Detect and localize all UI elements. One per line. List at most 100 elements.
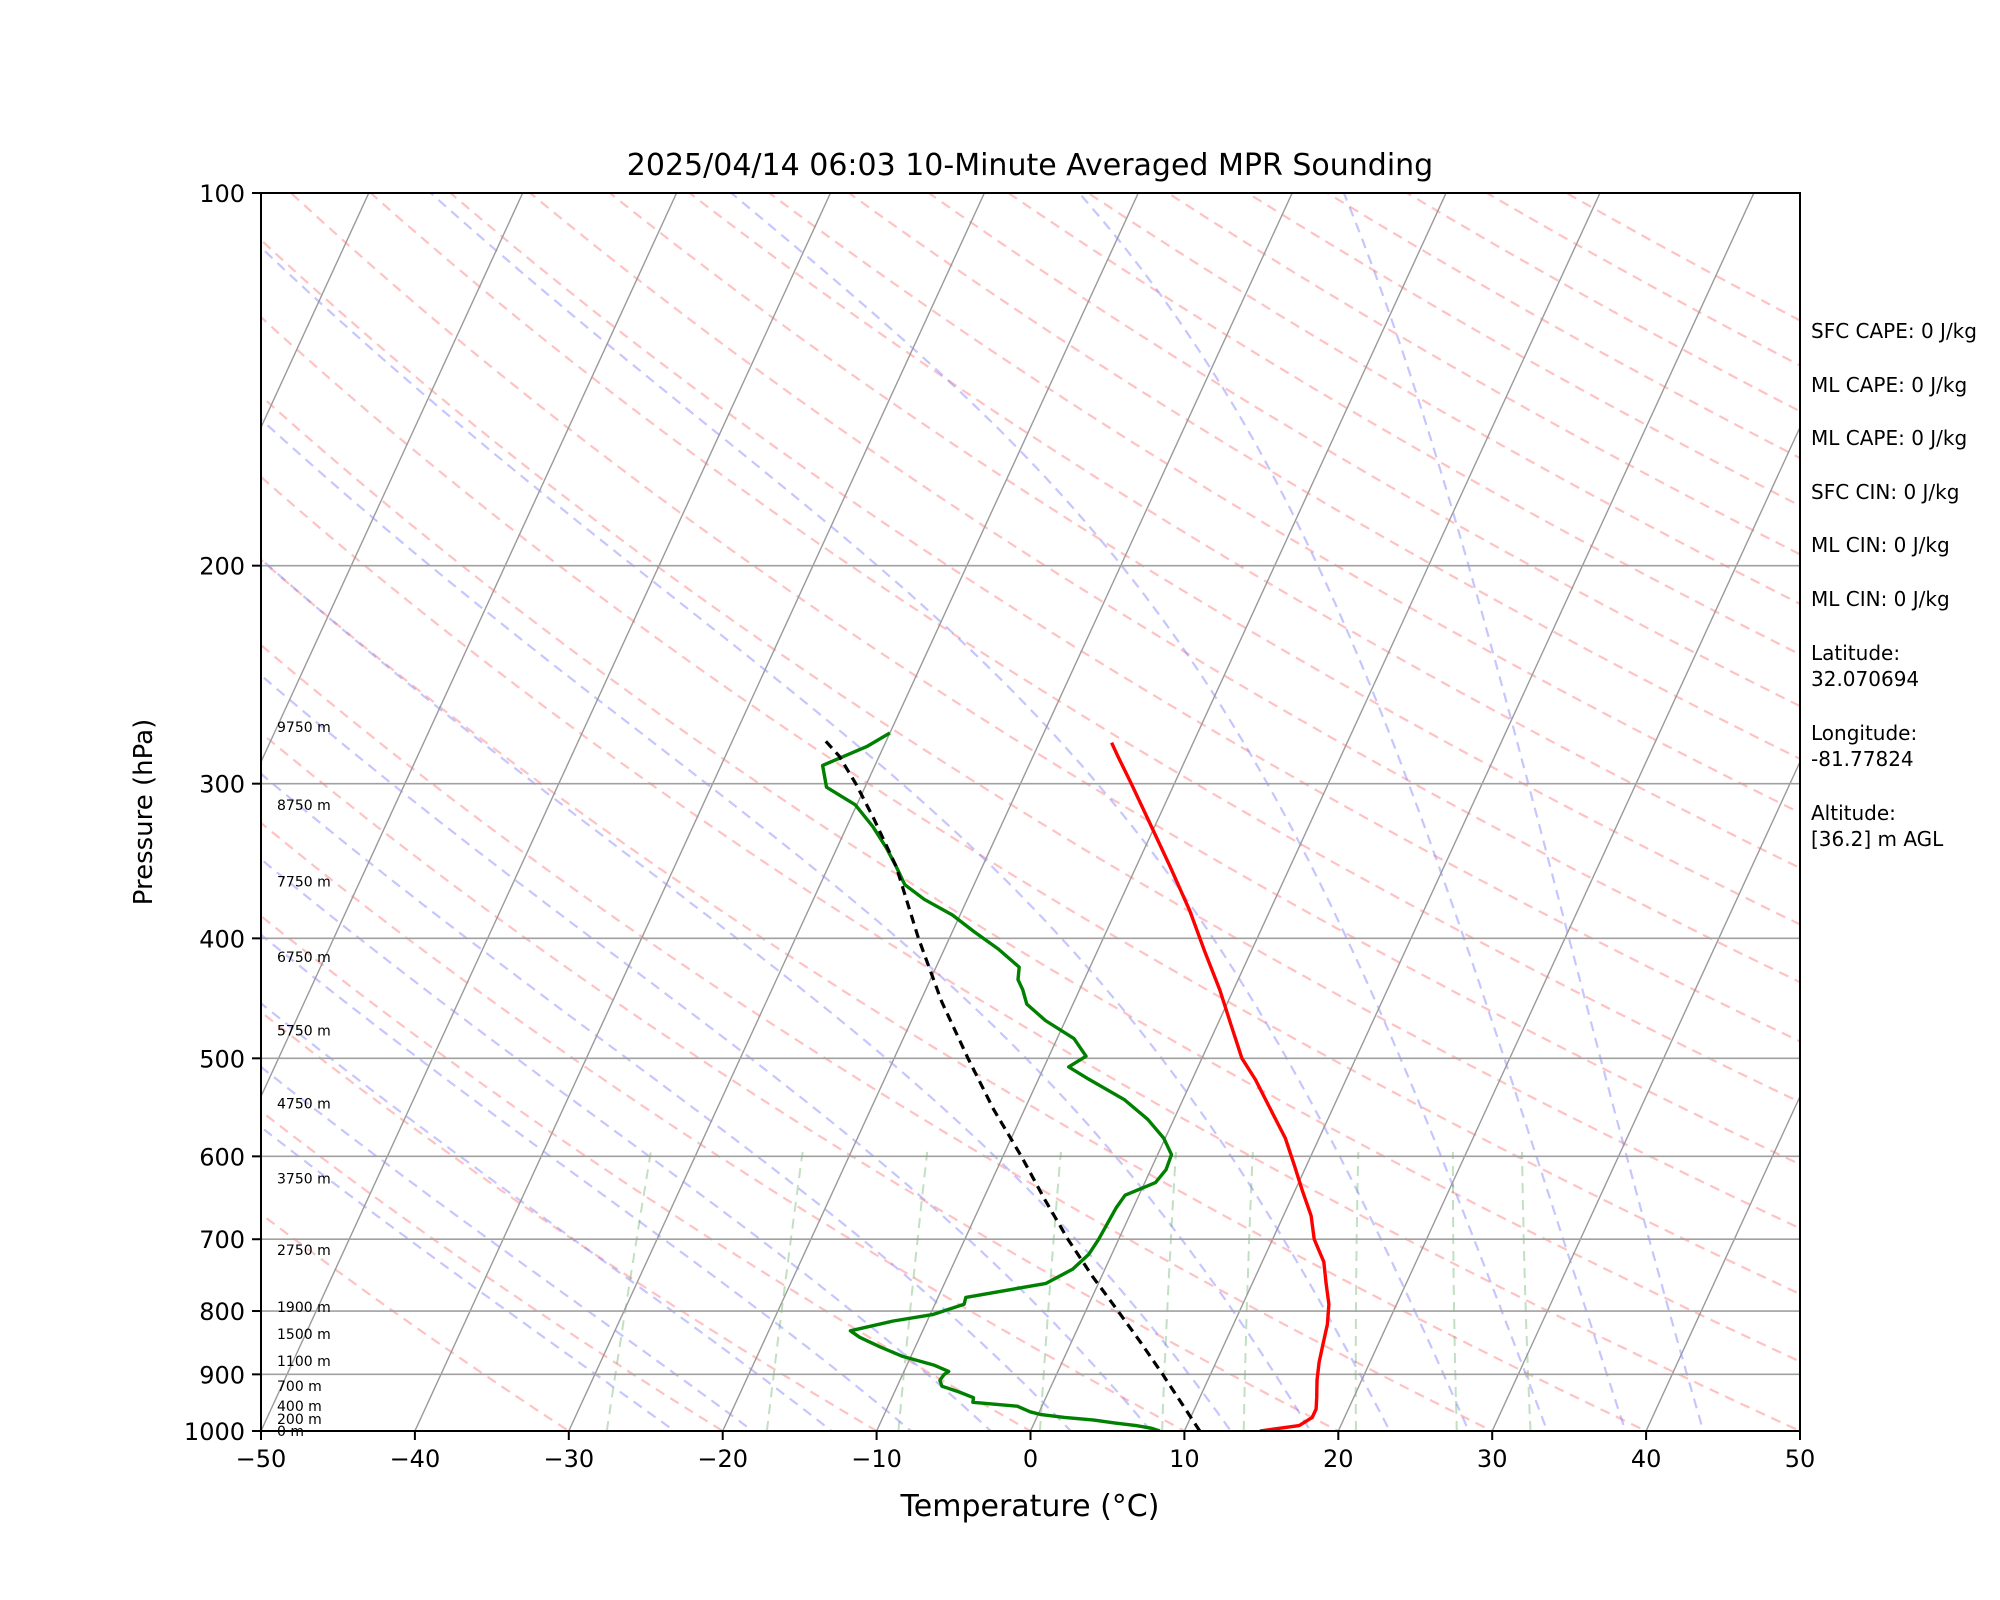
dry-adiabat-line [261,1212,571,1431]
moist-adiabat-line [261,772,1073,1431]
dry-adiabat-line [448,193,1800,1043]
y-tick-label: 1000 [184,1418,245,1446]
dry-adiabat-line [261,558,1649,1431]
y-tick-label: 400 [199,925,245,953]
isotherm-line [875,193,1447,1431]
moist-adiabat-line [730,193,1549,1431]
x-tick-label: 30 [1477,1445,1508,1473]
x-tick-label: 20 [1323,1445,1354,1473]
latitude-text: Latitude: 32.070694 [1811,641,1920,691]
ml-cin-text-2: ML CIN: 0 J/kg [1811,587,1950,611]
mixing-ratio-line [1161,1151,1177,1431]
chart-title: 2025/04/14 06:03 10-Minute Averaged MPR … [627,148,1433,183]
plot-frame [260,192,1801,1432]
isotherm-line [1337,425,1800,1431]
isotherm-line [261,193,370,429]
x-tick-label: −40 [390,1445,441,1473]
height-label: 6750 m [277,950,331,966]
isotherm-line [414,193,986,1431]
ml-cin-text: ML CIN: 0 J/kg [1811,533,1950,557]
x-tick-label: 40 [1631,1445,1662,1473]
isotherm-line [1183,193,1755,1431]
x-tick-label: 0 [1023,1445,1038,1473]
moist-adiabat-line [261,933,913,1431]
height-label: 4750 m [277,1097,331,1113]
mixing-ratio-line [1038,1151,1062,1431]
moist-adiabat-line [1078,193,1627,1431]
moist-adiabat-line [261,557,1233,1431]
dry-adiabat-line [261,394,1800,1363]
moist-adiabat-line [261,673,1153,1431]
ml-cape-text-2: ML CAPE: 0 J/kg [1811,426,1968,450]
altitude-text: Altitude: [36.2] m AGL [1811,801,1944,851]
x-tick-label: −50 [236,1445,287,1473]
y-tick-label: 500 [199,1045,245,1073]
isotherm-line [1645,1094,1800,1431]
longitude-text: Longitude: -81.77824 [1811,721,1918,771]
moist-adiabat-line [429,193,1470,1431]
temperature-line [1110,741,1331,1431]
dry-adiabat-line [767,193,1800,815]
height-label: 5750 m [277,1024,331,1040]
axes: −50 −40 −30 −20 −10 0 10 20 30 40 50 100 200 300 400 50… [184,180,1815,1473]
height-label: 2750 m [277,1243,331,1259]
dry-adiabat-line [261,914,1033,1431]
dry-adiabat-line [926,193,1800,708]
mixing-ratio-line [1521,1151,1532,1431]
y-axis-label: Pressure (hPa) [129,719,159,906]
dewpoint-line [820,731,1174,1431]
height-label: 400 m [277,1399,322,1415]
dry-adiabat-line [687,193,1800,870]
dry-adiabat-line [261,475,1800,1431]
dry-adiabat-line [261,731,1341,1431]
dry-adiabat-line [261,1010,879,1431]
mixing-ratio-line [1451,1151,1458,1431]
data-series [820,731,1331,1431]
y-tick-label: 600 [199,1143,245,1171]
moist-adiabat-line [261,1125,677,1431]
background-lines [0,165,1800,1457]
y-tick-label: 200 [199,553,245,581]
height-label: 7750 m [277,875,331,891]
height-label: 700 m [277,1379,322,1395]
mixing-ratio-line [1242,1151,1254,1431]
y-tick-label: 900 [199,1361,245,1389]
dry-adiabat-line [289,193,1800,1166]
height-label: 8750 m [277,798,331,814]
dry-adiabat-line [261,821,1187,1431]
isotherm-line [0,165,228,1457]
x-tick-label: 50 [1785,1445,1816,1473]
dry-adiabat-line [261,643,1495,1431]
isotherm-line [261,193,678,1099]
isotherm-line [1491,760,1800,1431]
moist-adiabat-line [261,245,1392,1431]
x-tick-label: 10 [1169,1445,1200,1473]
height-label: 1900 m [277,1300,331,1316]
isotherm-line [0,165,74,1457]
x-tick-label: −10 [851,1445,902,1473]
y-tick-label: 700 [199,1226,245,1254]
mixing-ratio-line [765,1151,804,1431]
height-label: 0 m [277,1424,304,1440]
y-tick-label: 800 [199,1298,245,1326]
dry-adiabat-line [528,193,1800,984]
mixing-ratio-line [897,1151,929,1431]
x-axis-label: Temperature (°C) [900,1489,1160,1524]
x-tick-label: −20 [697,1445,748,1473]
height-label: 3750 m [277,1171,331,1187]
isotherm-line [568,193,1140,1431]
dry-adiabat-line [261,238,1800,1230]
sfc-cape-text: SFC CAPE: 0 J/kg [1811,319,1977,343]
isotherm-line [261,193,524,764]
moist-adiabat-line [1342,193,1705,1431]
isotherm-line [721,193,1293,1431]
x-tick-label: −30 [543,1445,594,1473]
dry-adiabat-line [369,193,1800,1104]
height-label: 200 m [277,1412,322,1428]
height-label: 9750 m [277,720,331,736]
height-label: 1500 m [277,1327,331,1343]
parcel-line [820,735,1202,1431]
dry-adiabat-line [261,315,1800,1296]
ml-cape-text: ML CAPE: 0 J/kg [1811,373,1968,397]
